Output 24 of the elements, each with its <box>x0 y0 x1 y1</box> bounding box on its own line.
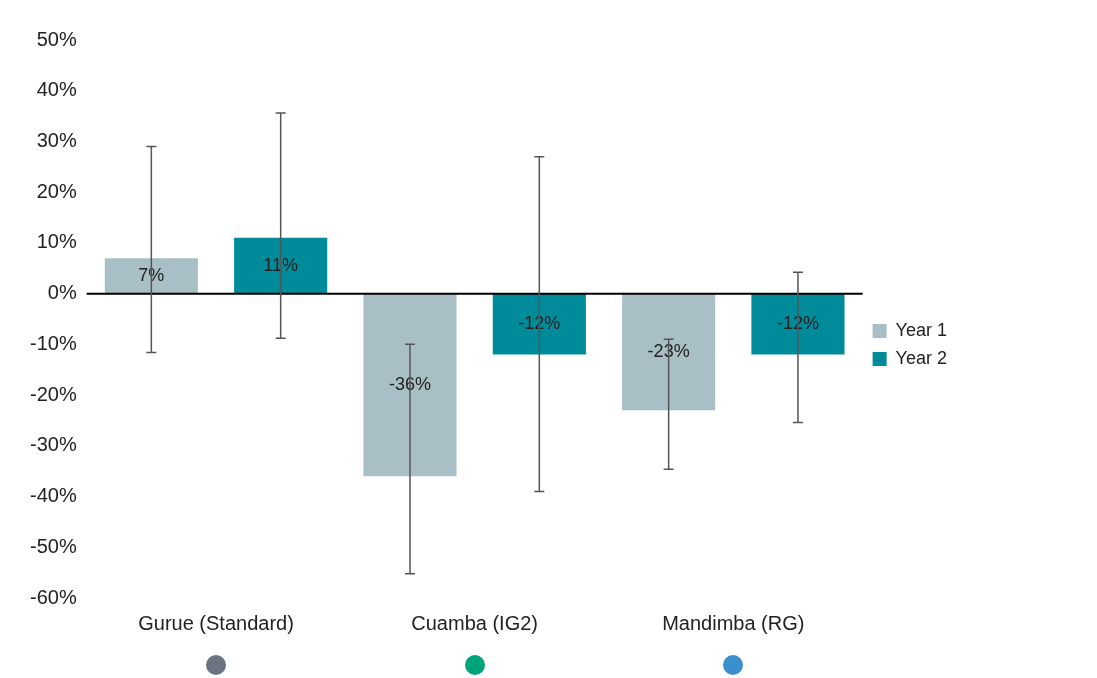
legend-label: Year 2 <box>895 347 948 368</box>
y-tick-label: 40% <box>36 78 77 101</box>
y-tick-label: 20% <box>36 179 77 202</box>
y-tick-label: 10% <box>36 230 77 253</box>
y-tick-label: 0% <box>47 281 77 304</box>
x-tick-label: Mandimba (RG) <box>662 611 805 634</box>
legend-label: Year 1 <box>895 319 948 340</box>
x-tick-label: Gurue (Standard) <box>138 611 294 634</box>
bar <box>363 293 457 477</box>
bar <box>622 293 716 411</box>
y-tick-label: -50% <box>29 534 77 557</box>
y-tick-label: -40% <box>29 484 77 507</box>
y-tick-label: -60% <box>29 585 77 608</box>
y-tick-label: -20% <box>29 382 77 405</box>
bar <box>751 293 845 355</box>
y-tick-label: -10% <box>29 331 77 354</box>
bar <box>234 237 328 294</box>
bar <box>492 293 586 355</box>
bar <box>104 258 198 294</box>
x-tick-label: Cuamba (IG2) <box>411 611 539 634</box>
y-tick-label: -30% <box>29 433 77 456</box>
y-tick-label: 50% <box>36 27 77 50</box>
y-tick-label: 30% <box>36 128 77 151</box>
data-label: -36% <box>388 373 432 394</box>
